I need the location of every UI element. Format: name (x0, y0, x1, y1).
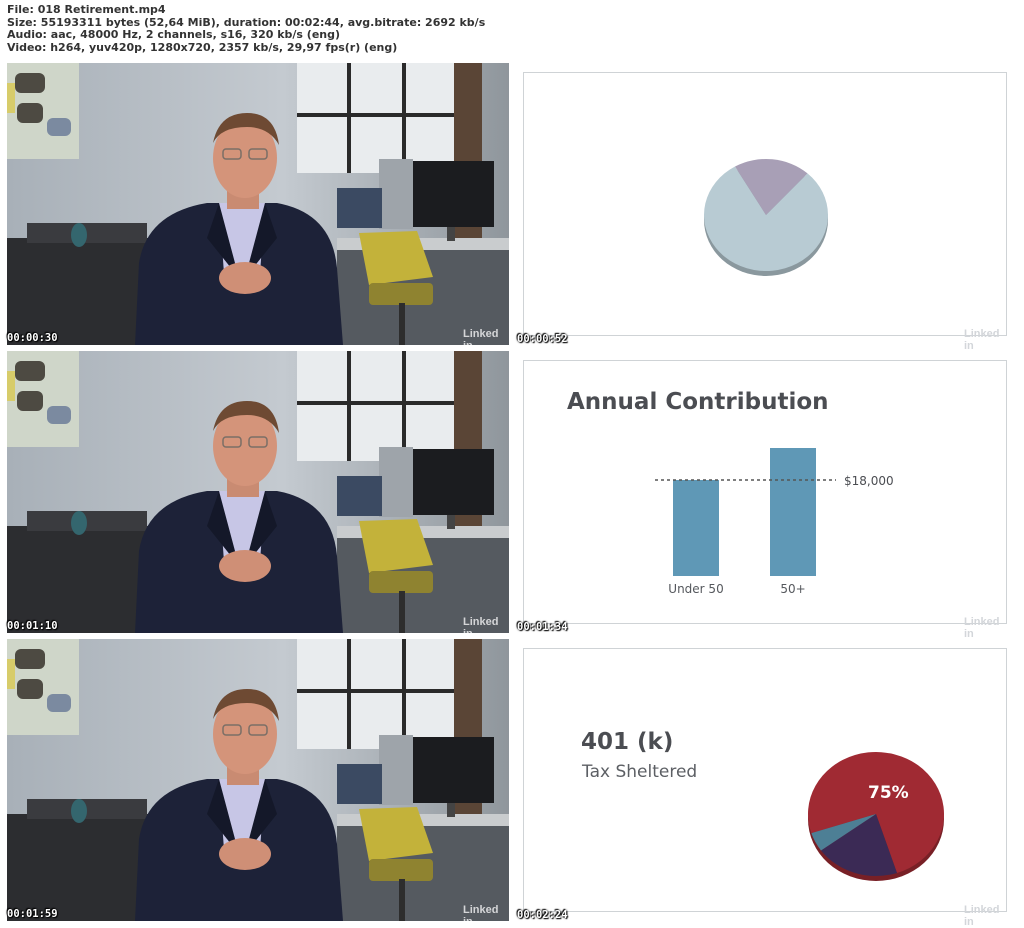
audio-info: Audio: aac, 48000 Hz, 2 channels, s16, 3… (7, 28, 341, 41)
office-scene (7, 351, 509, 633)
timestamp-1: 00:00:30 (7, 332, 58, 344)
slide-title: 401 (k) (581, 729, 674, 755)
timestamp-5: 00:01:59 (7, 908, 58, 920)
slide-401k: 401 (k) Tax Sheltered 75% Linked in (523, 648, 1007, 928)
linkedin-watermark: Linked in (964, 904, 1000, 928)
video-frame-3: Linked in (7, 639, 509, 921)
pie1-slice-0 (704, 166, 828, 271)
pie2-slice-0 (808, 752, 944, 873)
video-frame-2: Linked in (7, 351, 509, 633)
timestamp-2: 00:00:52 (517, 333, 568, 345)
file-size: Size: 55193311 bytes (52,64 MiB), durati… (7, 15, 486, 29)
pie1-slice-1 (735, 159, 808, 215)
pie2-label-0: 75% (868, 783, 909, 803)
reference-label: $18,000 (844, 474, 894, 488)
file-info-header: File: 018 Retirement.mp4 Size: 55193311 … (7, 3, 486, 54)
slide-subtitle: Tax Sheltered (582, 762, 698, 782)
office-scene (7, 639, 509, 921)
linkedin-watermark: Linked in (964, 328, 1000, 352)
linkedin-watermark: Linked in (463, 904, 499, 921)
office-scene (7, 63, 509, 345)
pie-chart-1 (704, 159, 828, 276)
bar-chart: Under 50 50+ $18,000 (655, 448, 894, 596)
slide-pie-chart: Linked in (523, 72, 1007, 352)
slide-annual-contribution: Annual Contribution Under 50 50+ $18,000 L… (523, 360, 1007, 640)
video-frame-1: Linked in (7, 63, 509, 345)
pie-chart-2: 75% (808, 752, 944, 881)
category-label-0: Under 50 (668, 582, 723, 596)
timestamp-4: 00:01:34 (517, 621, 568, 633)
pie2-slice-2 (811, 814, 876, 851)
timestamp-3: 00:01:10 (7, 620, 58, 632)
slide-title: Annual Contribution (567, 389, 829, 415)
bar-1 (770, 448, 816, 576)
timestamp-6: 00:02:24 (517, 909, 568, 921)
category-label-1: 50+ (780, 582, 805, 596)
file-name: File: 018 Retirement.mp4 (7, 3, 166, 16)
pie2-slice-1 (820, 814, 898, 876)
video-info: Video: h264, yuv420p, 1280x720, 2357 kb/… (7, 40, 398, 54)
linkedin-watermark: Linked in (463, 616, 499, 633)
linkedin-watermark: Linked in (964, 616, 1000, 640)
linkedin-watermark: Linked in (463, 328, 499, 345)
bar-0 (673, 480, 719, 576)
